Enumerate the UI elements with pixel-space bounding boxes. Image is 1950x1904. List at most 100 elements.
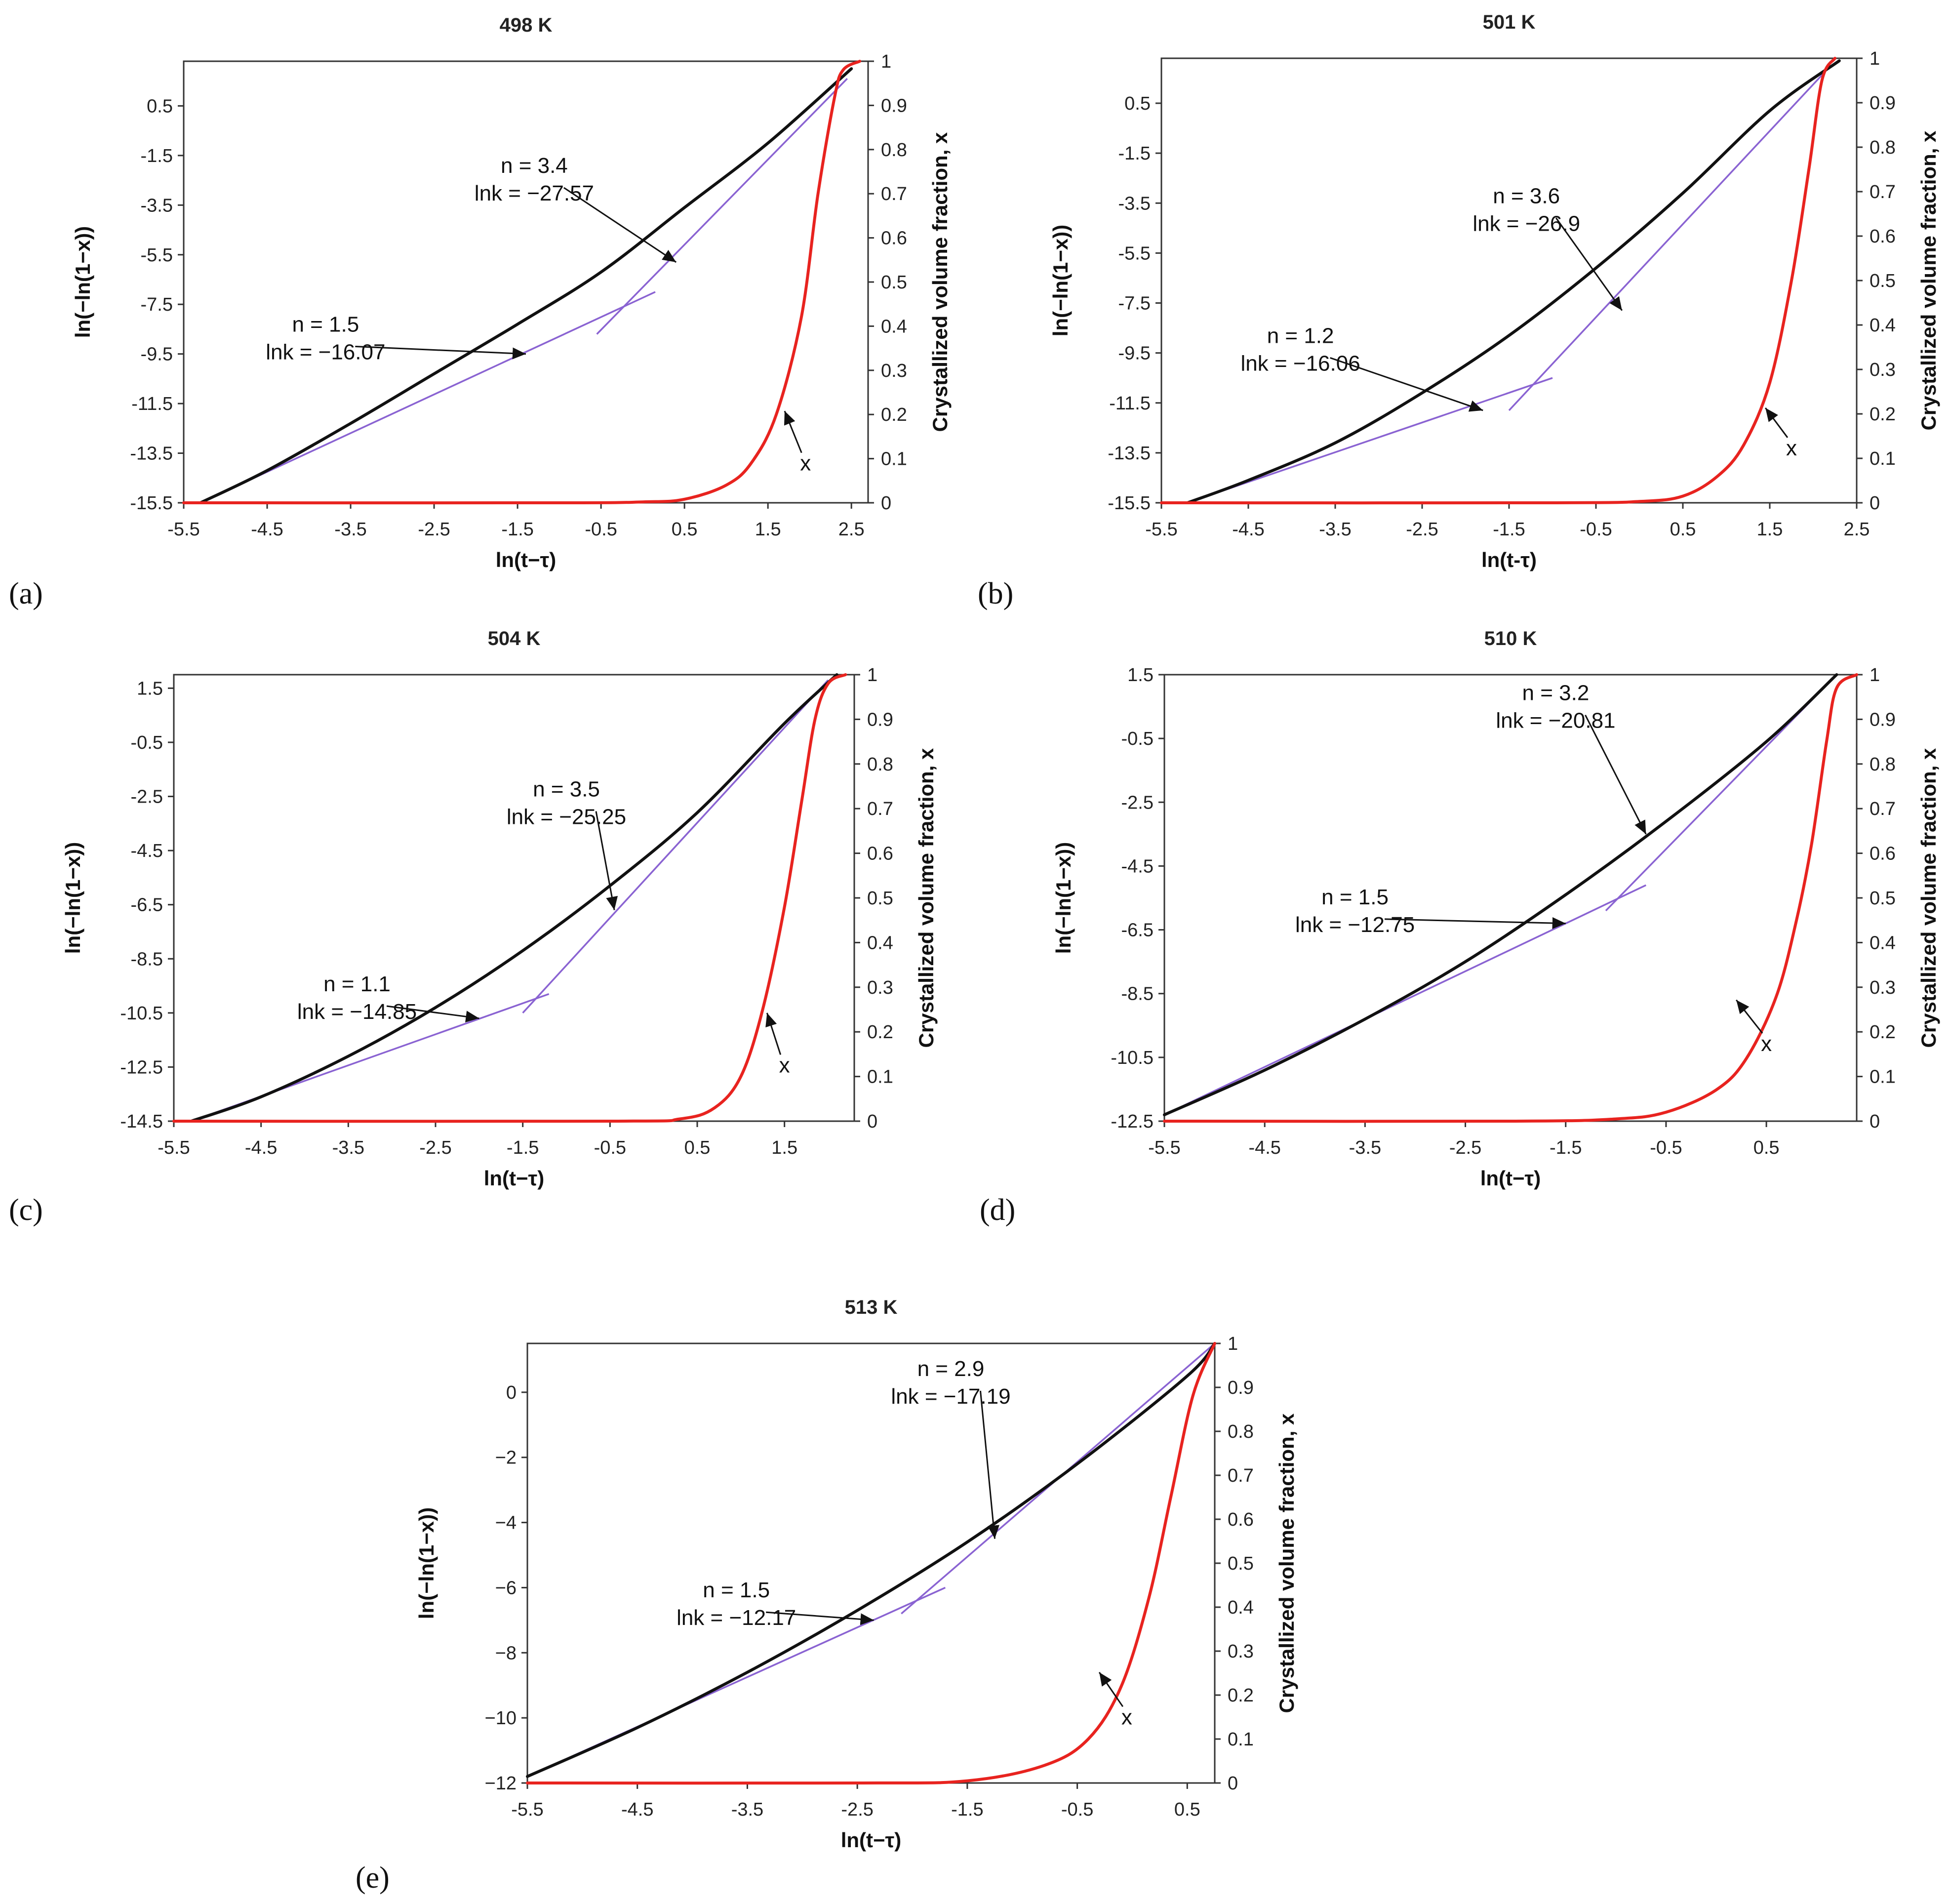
y-left-tick-label: 0.5: [147, 96, 173, 117]
x-tick-label: -1.5: [1493, 519, 1525, 540]
annotation-arrow: [784, 410, 802, 453]
x-tick-label: -5.5: [1145, 519, 1177, 540]
y-left-tick-label: -13.5: [130, 444, 173, 464]
y-left-tick-label: -10.5: [120, 1003, 163, 1024]
y-left-tick-label: −10: [485, 1708, 517, 1729]
y-left-tick-label: 0.5: [1124, 93, 1151, 114]
y-right-tick-label: 0.3: [867, 977, 893, 998]
x-tick-label: -4.5: [621, 1799, 653, 1820]
y-left-axis-label: ln(−ln(1−x)): [415, 1507, 438, 1619]
x-tick-label: 0.5: [1753, 1137, 1780, 1158]
y-left-tick-label: -5.5: [1118, 243, 1151, 264]
y-right-tick-label: 0.9: [1228, 1377, 1254, 1398]
y-right-tick-label: 1: [881, 51, 891, 72]
y-right-tick-label: 0.9: [1870, 709, 1896, 730]
x-tick-label: -0.5: [585, 519, 617, 540]
chart-panel-5: 513 K -5.5 -4.5 -3.5 -2.5 -1.5 -0.5 0.5 0 −2 −4 −6 −…: [356, 1296, 1298, 1895]
y-right-tick-label: 0.4: [1870, 315, 1896, 336]
y-right-tick-label: 0.2: [1870, 404, 1896, 425]
x-axis-label: ln(t−τ): [1480, 1167, 1541, 1190]
annotation-line: lnk = −12.75: [1295, 913, 1415, 937]
y-left-tick-label: -15.5: [130, 493, 173, 514]
x-axis-label: ln(t−τ): [496, 548, 557, 571]
avrami-curve: [199, 67, 853, 504]
annotation-line: n = 1.5: [1321, 885, 1389, 909]
x-tick-label: -3.5: [1319, 519, 1351, 540]
annotation-text: n = 1.1 lnk = −14.85: [297, 972, 417, 1024]
y-right-tick-label: 0: [881, 493, 891, 514]
y-left-axis-label: ln(−ln(1−x)): [1049, 225, 1072, 336]
y-left-tick-label: -1.5: [1118, 143, 1151, 164]
y-left-axis-label: ln(−ln(1−x)): [61, 842, 84, 954]
y-right-tick-label: 1: [867, 665, 877, 686]
annotation-text: x: [1786, 436, 1797, 460]
fit-line: [596, 78, 848, 335]
chart-panel-4: 510 K -5.5 -4.5 -3.5 -2.5 -1.5 -0.5 0.5 1.5 -0.5 -…: [980, 628, 1940, 1227]
annotation-text: x: [779, 1053, 790, 1077]
y-right-axis-label: Crystallized volume fraction, x: [928, 132, 952, 432]
y-left-tick-label: -15.5: [1108, 493, 1151, 514]
x-tick-label: -1.5: [507, 1137, 539, 1158]
y-right-tick-label: 0.1: [867, 1067, 893, 1088]
annotation-arrow: [1735, 999, 1763, 1034]
x-tick-label: -3.5: [1349, 1137, 1381, 1158]
annotation-line: n = 3.4: [501, 154, 568, 178]
annotation-text: x: [1121, 1705, 1132, 1729]
annotation-text: n = 3.6 lnk = −26.9: [1472, 184, 1580, 236]
annotation-arrow: [979, 1390, 999, 1539]
y-left-tick-label: -5.5: [141, 245, 173, 266]
y-left-axis-label: ln(−ln(1−x)): [1052, 842, 1075, 954]
y-right-tick-label: 1: [1870, 665, 1880, 686]
annotation-line: x: [779, 1053, 790, 1077]
y-left-tick-label: -14.5: [120, 1111, 163, 1132]
plot-frame: [183, 60, 869, 504]
y-right-tick-label: 0.6: [1870, 844, 1896, 864]
y-left-tick-label: -3.5: [141, 195, 173, 216]
fraction-curve: [1160, 57, 1836, 505]
annotation-line: lnk = −17.19: [891, 1384, 1010, 1409]
y-right-tick-label: 0.4: [1228, 1597, 1254, 1618]
x-axis-label: ln(t−τ): [484, 1167, 545, 1190]
plot-frame: [526, 1342, 1216, 1784]
y-left-tick-label: 1.5: [137, 678, 163, 699]
annotation-arrow: [595, 811, 618, 910]
y-left-tick-label: -9.5: [141, 344, 173, 365]
y-right-tick-label: 0.6: [881, 228, 907, 249]
annotation-text: n = 1.5 lnk = −12.75: [1295, 885, 1415, 937]
y-left-tick-label: -4.5: [1121, 856, 1154, 877]
y-right-tick-label: 0.5: [867, 888, 893, 909]
annotation-arrow: [386, 1005, 479, 1023]
y-left-tick-label: -13.5: [1108, 443, 1151, 464]
x-axis-label: ln(t-τ): [1481, 548, 1537, 571]
annotation-line: lnk = −12.17: [677, 1606, 796, 1630]
y-right-tick-label: 0.9: [1870, 93, 1896, 114]
x-tick-label: 1.5: [1757, 519, 1783, 540]
y-right-tick-label: 0.7: [1870, 799, 1896, 819]
y-right-tick-label: 0.8: [867, 754, 893, 775]
y-right-tick-label: 0.7: [867, 799, 893, 819]
fraction-curve: [1163, 673, 1858, 1123]
y-left-tick-label: -10.5: [1111, 1048, 1154, 1068]
annotation-line: lnk = −16.06: [1240, 351, 1360, 375]
panel-title: 504 K: [488, 628, 541, 649]
y-right-tick-label: 0.3: [1870, 977, 1896, 998]
annotation-line: n = 1.5: [292, 312, 359, 336]
annotation-text: n = 1.5 lnk = −16.07: [266, 312, 385, 364]
y-left-tick-label: 1.5: [1127, 665, 1154, 686]
annotation-text: n = 3.2 lnk = −20.81: [1496, 681, 1615, 733]
y-left-tick-label: -0.5: [131, 732, 163, 753]
x-tick-label: 0.5: [672, 519, 698, 540]
y-right-tick-label: 0: [1228, 1773, 1238, 1794]
y-left-tick-label: -12.5: [1111, 1111, 1154, 1132]
panel-title: 501 K: [1483, 11, 1536, 33]
y-left-axis-label: ln(−ln(1−x)): [71, 226, 94, 338]
y-right-tick-label: 0.9: [881, 95, 907, 116]
y-right-tick-label: 0.5: [1870, 888, 1896, 909]
annotation-line: lnk = −14.85: [297, 1000, 417, 1024]
annotation-line: n = 3.2: [1522, 681, 1590, 705]
annotation-line: lnk = −26.9: [1472, 211, 1580, 236]
x-tick-label: -2.5: [418, 519, 450, 540]
y-left-tick-label: -0.5: [1121, 729, 1154, 749]
annotation-line: lnk = −25.25: [507, 805, 626, 829]
